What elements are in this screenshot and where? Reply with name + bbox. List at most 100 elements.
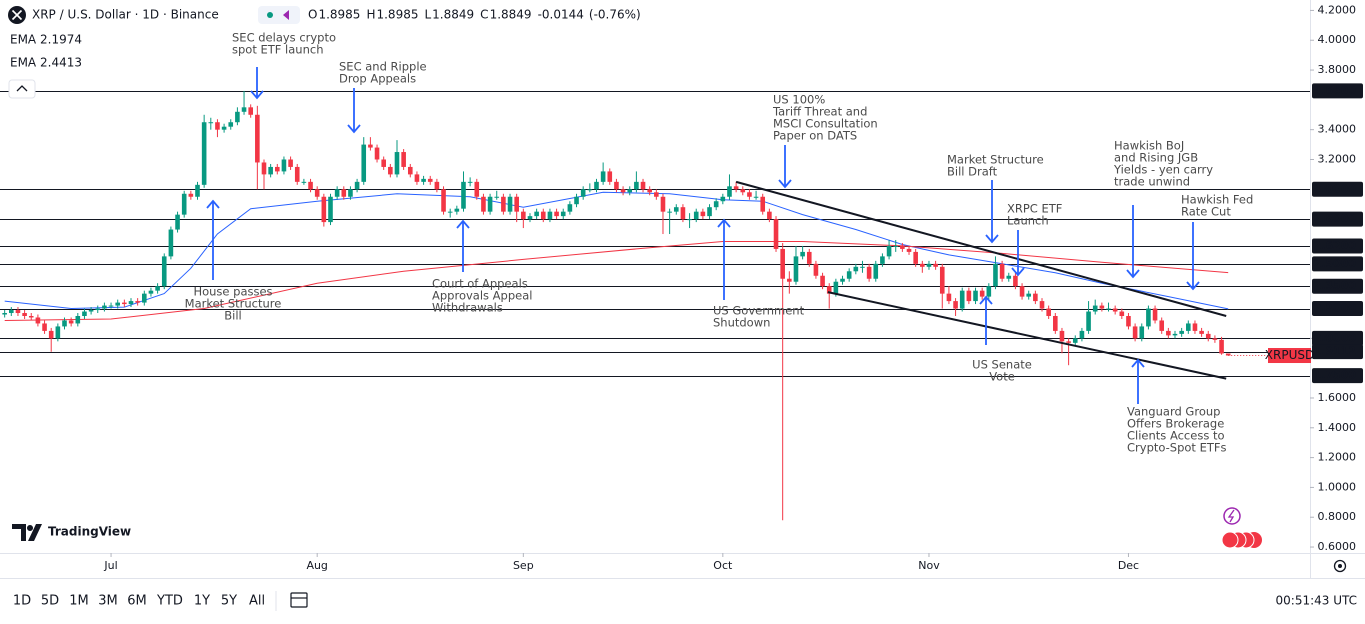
annotation-text: US Senate xyxy=(972,358,1032,372)
settings-icon[interactable] xyxy=(1333,559,1347,573)
candle-body xyxy=(900,245,905,249)
candle-body xyxy=(521,211,526,220)
level-label: 3.0000 xyxy=(1314,182,1357,195)
candle-body xyxy=(1186,323,1191,331)
range-button[interactable]: 3M xyxy=(98,594,118,609)
candle-body xyxy=(527,216,533,220)
annotation-text: Market Structure xyxy=(185,297,282,311)
candle-body xyxy=(993,263,998,287)
candle-body xyxy=(514,196,519,212)
candle-body xyxy=(281,159,287,172)
candle-body xyxy=(727,186,732,197)
candle-body xyxy=(574,196,579,205)
collapse-button[interactable] xyxy=(8,79,36,99)
candle-body xyxy=(640,181,646,190)
candle-body xyxy=(654,192,659,197)
candle-body xyxy=(926,263,932,267)
candle-body xyxy=(248,107,253,115)
candle-body xyxy=(461,181,466,209)
ohlc-value: 1.8985 xyxy=(376,8,418,22)
indicator-button[interactable] xyxy=(258,6,300,24)
candle-body xyxy=(407,166,413,175)
legend-name: EMA xyxy=(10,33,37,47)
ohlc-key: O xyxy=(308,8,317,22)
candle-body xyxy=(108,305,114,307)
candle-body xyxy=(2,313,7,315)
candle-body xyxy=(481,196,486,212)
candle-body xyxy=(740,189,746,193)
level-box xyxy=(1312,83,1363,99)
candle-body xyxy=(673,207,679,212)
range-button[interactable]: YTD xyxy=(156,594,183,609)
range-button[interactable]: 6M xyxy=(127,594,147,609)
range-button[interactable]: 1Y xyxy=(194,594,210,609)
ema-line xyxy=(4,241,1229,321)
candle-body xyxy=(534,211,539,217)
annotation-text: SEC and Ripple xyxy=(339,60,427,74)
candle-body xyxy=(627,189,633,193)
candle-body xyxy=(268,166,273,175)
candle-body xyxy=(494,196,500,198)
candle-body xyxy=(368,144,373,148)
candle-body xyxy=(720,196,726,202)
range-button[interactable]: 5D xyxy=(41,594,59,609)
candle-body xyxy=(215,122,220,130)
candle-body xyxy=(1086,311,1091,331)
candle-body xyxy=(946,293,952,302)
candle-body xyxy=(95,308,101,311)
range-button[interactable]: 1M xyxy=(69,594,89,609)
x-tick-label: Nov xyxy=(918,559,940,572)
ohlc-value: 1.8849 xyxy=(490,8,532,22)
annotation-text: Tariff Threat and xyxy=(772,105,867,119)
candle-body xyxy=(195,184,200,197)
candle-body xyxy=(906,248,912,252)
candle-body xyxy=(507,196,513,212)
candle-body xyxy=(188,193,194,197)
brand-logo xyxy=(12,524,42,541)
candle-body xyxy=(594,181,599,190)
candle-body xyxy=(1066,341,1071,343)
candle-body xyxy=(846,271,852,279)
candle-body xyxy=(314,189,320,197)
level-box xyxy=(1312,181,1363,197)
alert-icon[interactable] xyxy=(1223,507,1241,525)
y-tick-label: 3.8000 xyxy=(1318,63,1357,76)
y-tick-label: 4.2000 xyxy=(1318,3,1357,16)
range-button[interactable]: 5Y xyxy=(221,594,237,609)
annotation-text: Clients Access to xyxy=(1127,429,1225,443)
candle-body xyxy=(660,196,666,212)
annotation-arrowhead xyxy=(456,219,470,229)
x-tick-label: Sep xyxy=(513,559,534,572)
level-box xyxy=(1312,368,1363,384)
candle-body xyxy=(1126,316,1131,327)
candle-body xyxy=(760,196,766,212)
candle-body xyxy=(354,181,360,190)
trendline xyxy=(827,291,1227,380)
y-tick-label: 1.0000 xyxy=(1318,480,1357,493)
candle-body xyxy=(1132,326,1138,339)
range-button[interactable]: 1D xyxy=(13,594,31,609)
candle-body xyxy=(1152,308,1158,321)
candle-body xyxy=(235,111,240,123)
candle-body xyxy=(979,290,985,297)
candle-body xyxy=(733,186,739,190)
candle-body xyxy=(401,152,406,167)
level-box xyxy=(1312,301,1363,317)
annotation-arrowhead xyxy=(717,218,731,228)
candle-body xyxy=(361,144,367,182)
annotation-text: Withdrawals xyxy=(432,301,503,315)
candle-body xyxy=(793,256,799,282)
range-button[interactable]: All xyxy=(249,594,265,609)
level-label: 2.3500 xyxy=(1314,279,1357,292)
level-label: 2.5000 xyxy=(1314,257,1357,270)
level-box xyxy=(1312,211,1363,227)
date-range-button[interactable] xyxy=(290,592,308,608)
level-box xyxy=(1312,330,1363,346)
candle-body xyxy=(1046,308,1051,316)
candle-body xyxy=(587,189,593,191)
candle-body xyxy=(1053,316,1058,331)
y-tick-label: 4.0000 xyxy=(1318,33,1357,46)
candle-body xyxy=(634,181,639,190)
candle-body xyxy=(294,166,300,182)
settings-gear[interactable] xyxy=(1333,559,1347,573)
